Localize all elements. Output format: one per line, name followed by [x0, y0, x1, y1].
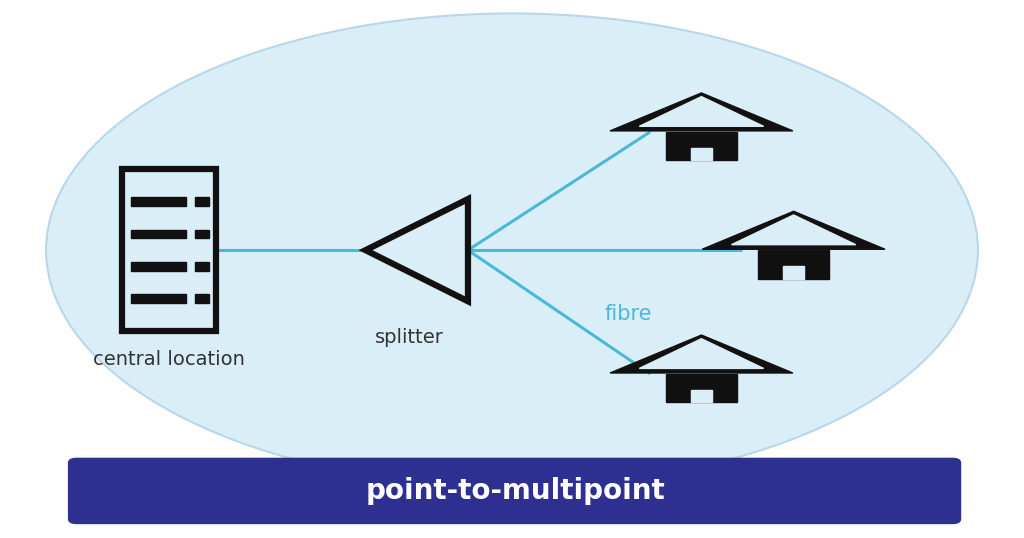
- Text: splitter: splitter: [375, 328, 444, 347]
- Bar: [691, 148, 712, 160]
- Bar: [196, 294, 209, 303]
- Bar: [783, 266, 804, 279]
- Bar: [691, 390, 712, 402]
- Bar: [131, 294, 186, 303]
- Bar: [666, 374, 737, 402]
- Bar: [196, 197, 209, 206]
- Polygon shape: [639, 97, 764, 126]
- Bar: [131, 262, 186, 271]
- Bar: [196, 230, 209, 238]
- Polygon shape: [731, 215, 856, 245]
- Text: fibre: fibre: [604, 304, 651, 324]
- Text: point-to-multipoint: point-to-multipoint: [366, 477, 665, 505]
- Polygon shape: [639, 339, 764, 369]
- Polygon shape: [366, 199, 468, 301]
- Bar: [131, 230, 186, 238]
- FancyBboxPatch shape: [69, 458, 961, 523]
- Polygon shape: [610, 93, 793, 131]
- Bar: [666, 132, 737, 160]
- Polygon shape: [610, 335, 793, 373]
- Ellipse shape: [46, 13, 978, 487]
- Polygon shape: [702, 211, 885, 249]
- Bar: [131, 197, 186, 206]
- Bar: [758, 250, 829, 279]
- FancyBboxPatch shape: [122, 169, 216, 331]
- Text: central location: central location: [93, 350, 245, 369]
- Bar: [196, 262, 209, 271]
